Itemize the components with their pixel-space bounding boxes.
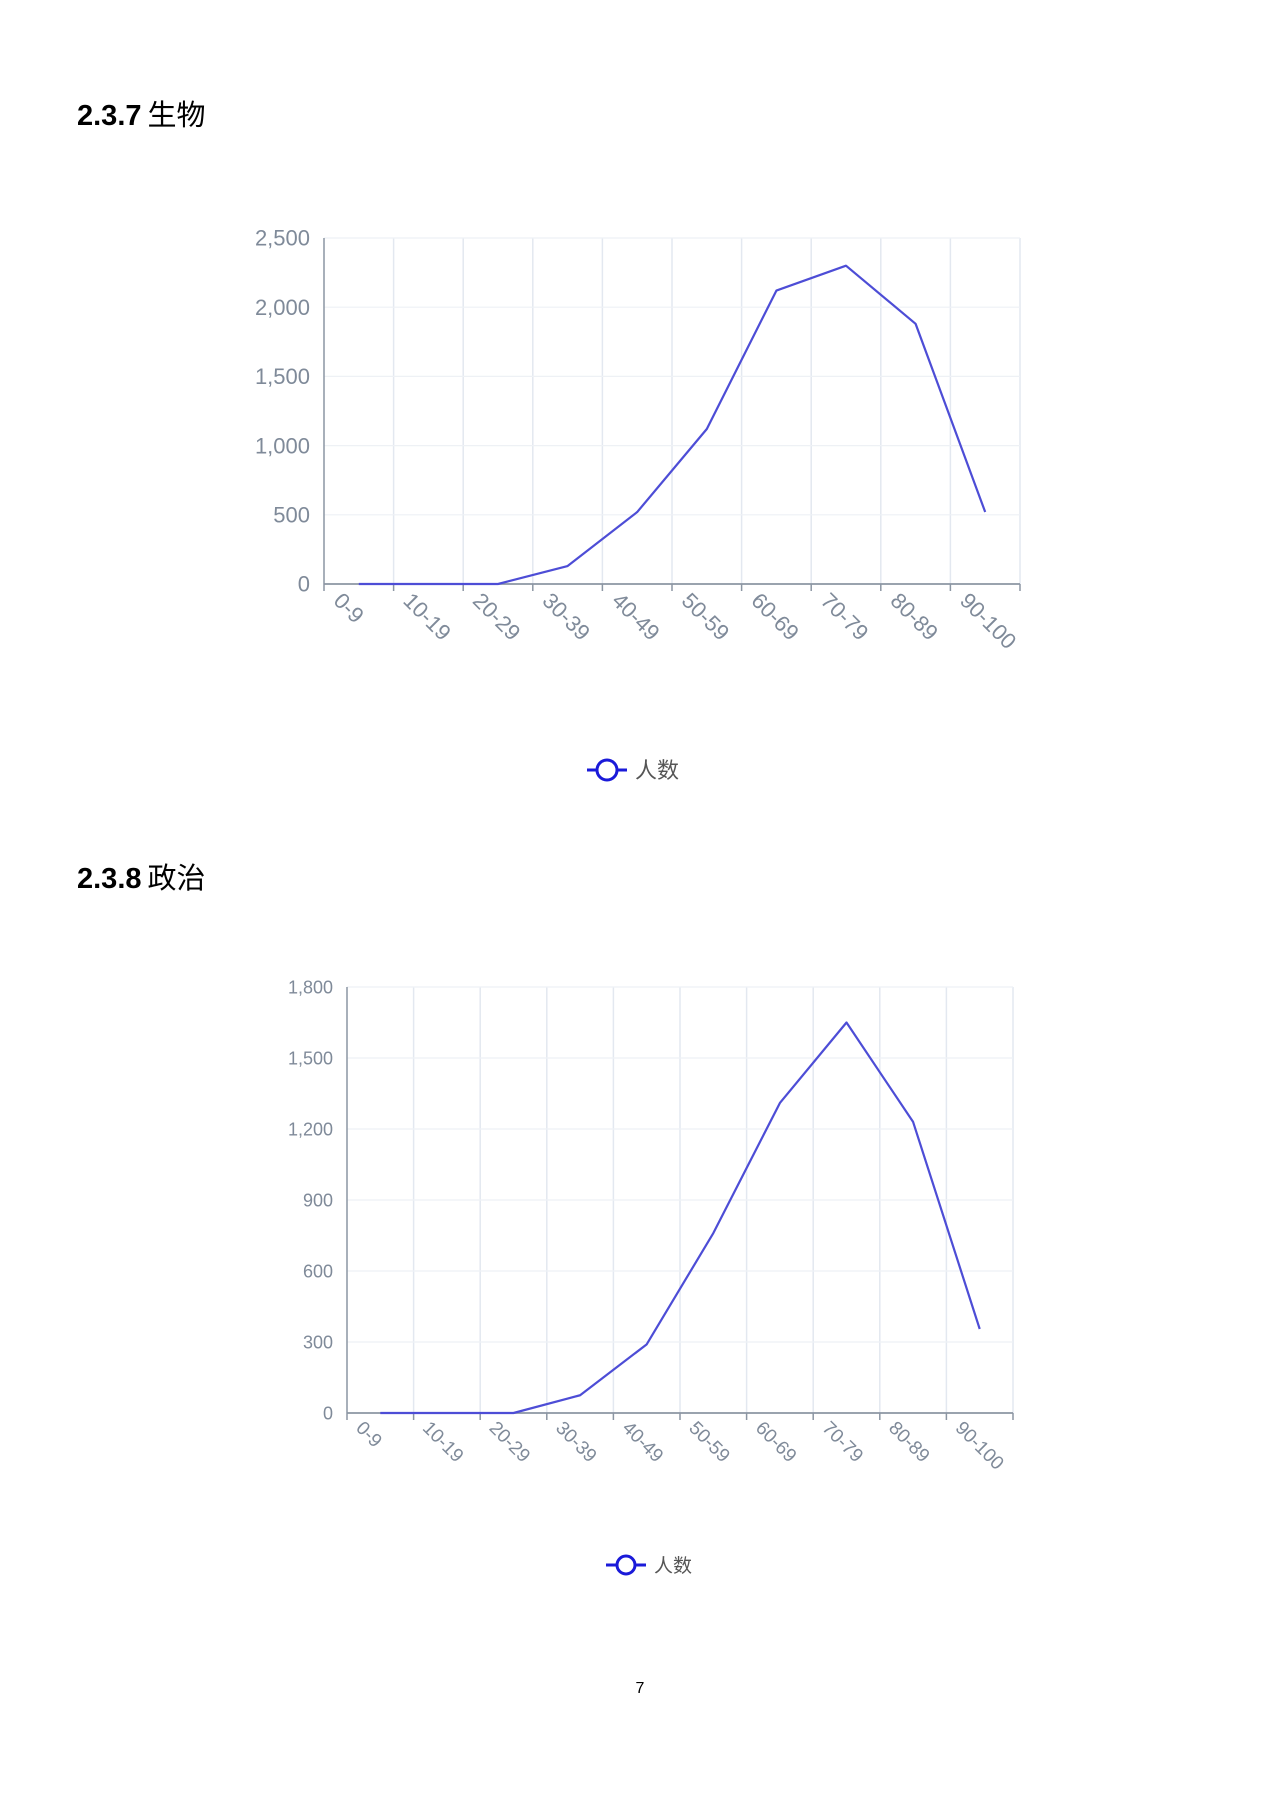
x-tick-label: 20-29 <box>485 1418 534 1467</box>
section-number: 2.3.7 <box>77 100 142 132</box>
data-point <box>911 1120 915 1124</box>
series-line <box>358 264 987 586</box>
x-tick-label: 70-79 <box>818 1418 867 1467</box>
data-point <box>445 1411 449 1415</box>
section-heading-biology: 2.3.7 生物 <box>77 92 206 134</box>
data-point <box>778 1101 782 1105</box>
section-heading-politics: 2.3.8 政治 <box>77 855 206 897</box>
section-title: 生物 <box>147 98 206 132</box>
data-point <box>845 1021 849 1025</box>
y-tick-label: 1,500 <box>288 1048 333 1068</box>
x-tick-label: 90-100 <box>951 1418 1008 1475</box>
legend-label: 人数 <box>654 1555 692 1577</box>
section-number: 2.3.8 <box>77 863 142 895</box>
section-title: 政治 <box>147 861 206 895</box>
y-tick-label: 1,800 <box>288 977 333 997</box>
y-tick-label: 1,500 <box>255 364 310 389</box>
y-tick-label: 1,200 <box>288 1119 333 1139</box>
x-tick-label: 60-69 <box>751 1418 800 1467</box>
y-tick-label: 1,000 <box>255 433 310 458</box>
y-tick-label: 0 <box>323 1403 333 1423</box>
legend-label: 人数 <box>635 759 679 784</box>
data-point <box>645 1342 649 1346</box>
y-tick-label: 500 <box>273 503 310 528</box>
x-tick-label: 40-49 <box>618 1418 667 1467</box>
series-line <box>380 1021 981 1415</box>
data-point <box>711 1231 715 1235</box>
y-tick-label: 2,500 <box>255 226 310 251</box>
y-tick-label: 0 <box>298 572 310 597</box>
data-point <box>578 1393 582 1397</box>
page-number: 7 <box>635 1680 645 1697</box>
legend-marker <box>595 758 619 782</box>
x-tick-label: 80-89 <box>884 1418 933 1467</box>
x-tick-label: 50-59 <box>684 1418 733 1467</box>
data-point <box>378 1411 382 1415</box>
x-tick-label: 0-9 <box>351 1418 385 1452</box>
y-tick-label: 600 <box>303 1261 333 1281</box>
data-point <box>978 1327 982 1331</box>
legend-marker <box>615 1554 637 1576</box>
x-tick-label: 30-39 <box>551 1418 600 1467</box>
y-tick-label: 300 <box>303 1332 333 1352</box>
x-tick-label: 10-19 <box>418 1418 467 1467</box>
y-tick-label: 2,000 <box>255 295 310 320</box>
data-point <box>512 1411 516 1415</box>
y-tick-label: 900 <box>303 1190 333 1210</box>
politics-line-chart: 0 300 600 900 1,200 1,500 1,800 0-9 10-19 20-29 30… <box>288 977 1014 1577</box>
